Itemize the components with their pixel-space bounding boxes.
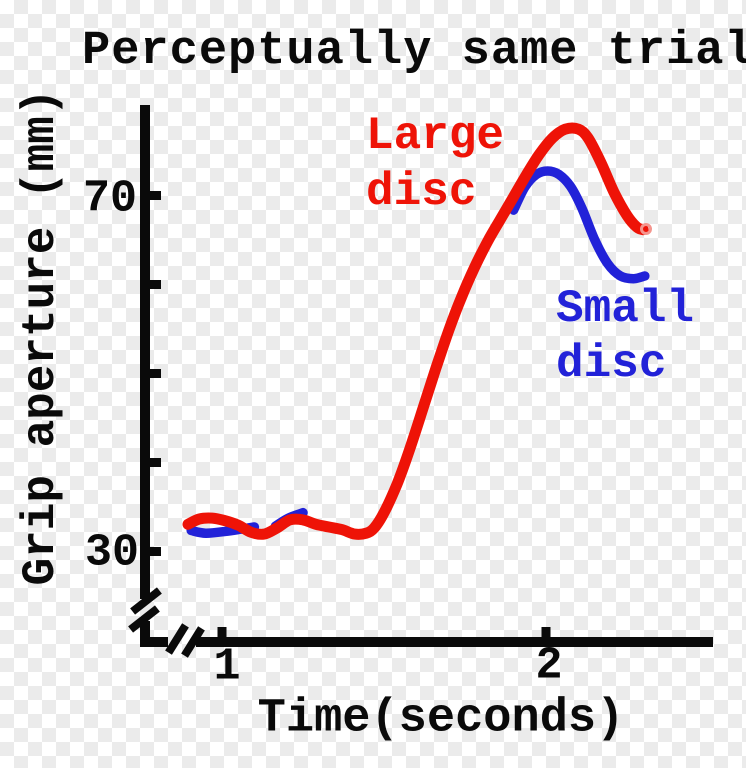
red-curve-end-cap	[640, 223, 652, 235]
chart-title: Perceptually same trial	[82, 25, 746, 78]
x-axis-break-mark	[181, 626, 205, 658]
y-tick-40	[150, 458, 161, 467]
y-tick-70	[150, 191, 161, 200]
legend-small-disc-line1: Small	[556, 283, 695, 335]
curves-group	[182, 122, 650, 540]
y-tick-label-70: 70	[82, 173, 138, 225]
x-axis-label: Time(seconds)	[257, 692, 625, 746]
x-tick-label-2: 2	[535, 640, 563, 692]
legend-small-disc-line2: disc	[556, 338, 667, 390]
x-tick-2	[541, 627, 551, 637]
y-axis-break-mark	[130, 587, 162, 615]
y-tick-30	[150, 547, 161, 556]
x-axis-line-left-of-break	[140, 637, 168, 647]
y-tick-label-30: 30	[84, 527, 140, 579]
y-axis-line	[140, 105, 150, 599]
x-axis-line	[196, 637, 713, 647]
small-disc-curve	[508, 166, 650, 284]
legend-large-disc-line1: Large	[366, 110, 505, 162]
x-tick-label-1: 1	[213, 641, 241, 693]
legend-large-disc: Large disc	[366, 108, 504, 220]
x-axis-break-mark	[165, 623, 189, 655]
large-disc-curve	[182, 122, 649, 540]
legend-large-disc-line2: disc	[366, 166, 477, 218]
y-axis-line-below-break	[140, 621, 150, 647]
y-tick-60	[150, 280, 161, 289]
y-tick-50	[150, 369, 161, 378]
x-tick-1	[217, 627, 227, 637]
y-axis-break-mark	[128, 605, 160, 633]
legend-small-disc: Small disc	[556, 282, 694, 392]
